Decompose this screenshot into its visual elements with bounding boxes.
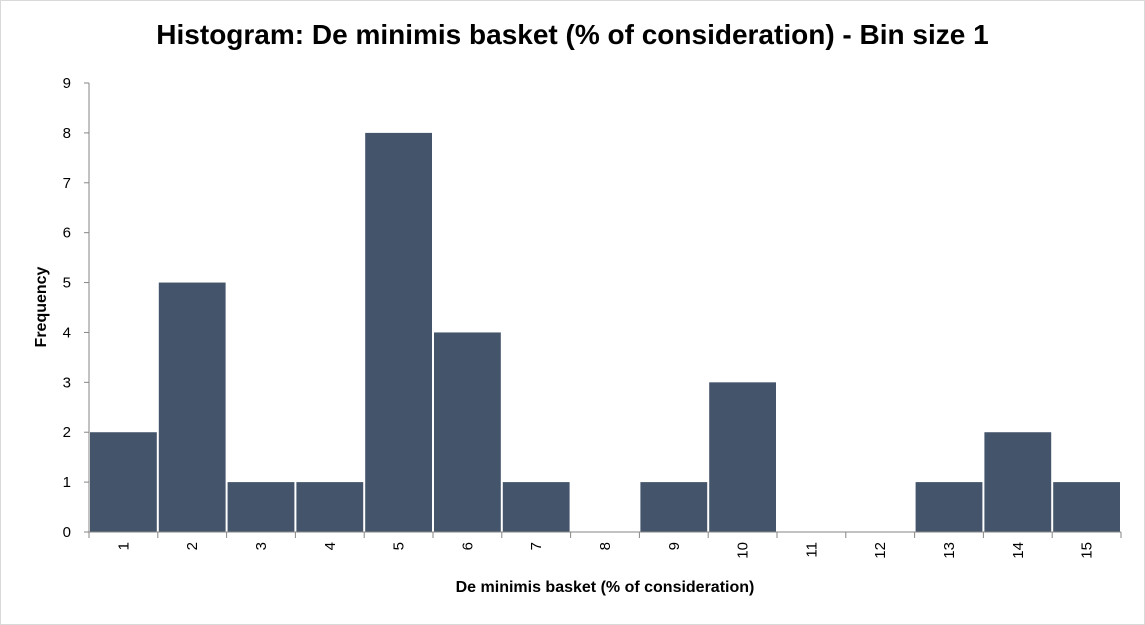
bar-4 [296, 482, 364, 532]
x-tick-label: 7 [528, 542, 545, 550]
chart-title: Histogram: De minimis basket (% of consi… [156, 19, 989, 50]
y-tick-label: 8 [63, 125, 71, 142]
x-tick-label: 3 [253, 542, 270, 550]
x-tick-label: 15 [1079, 542, 1096, 559]
bars-group [90, 132, 1120, 532]
y-tick-label: 2 [63, 424, 71, 441]
bar-5 [365, 132, 432, 532]
y-tick-label: 0 [63, 524, 71, 541]
x-tick-label: 4 [322, 542, 339, 550]
bar-6 [434, 332, 501, 532]
x-tick-label: 11 [803, 542, 820, 558]
bar-15 [1053, 482, 1120, 532]
x-tick-label: 6 [459, 542, 476, 550]
x-tick-label: 1 [115, 542, 132, 550]
y-tick-label: 1 [63, 474, 71, 491]
x-tick-label: 10 [735, 542, 752, 559]
y-tick-label: 6 [63, 225, 71, 242]
y-tick-label: 7 [63, 175, 71, 192]
bar-9 [640, 482, 708, 532]
x-tick-label: 14 [1010, 542, 1027, 559]
bar-1 [90, 432, 157, 532]
y-tick-label: 4 [63, 324, 71, 341]
x-tick-label: 9 [666, 542, 683, 550]
y-tick-label: 3 [63, 374, 71, 391]
bar-14 [984, 432, 1052, 532]
x-tick-label: 8 [597, 542, 614, 550]
y-axis-title: Frequency [33, 266, 50, 347]
x-tick-label: 5 [391, 542, 408, 550]
x-tick-label: 13 [941, 542, 958, 559]
x-tick-label: 12 [872, 542, 889, 559]
bar-3 [227, 482, 295, 532]
bar-7 [502, 482, 570, 532]
y-tick-label: 5 [63, 275, 71, 292]
y-tick-label: 9 [63, 75, 71, 92]
bar-10 [709, 382, 776, 532]
x-axis-title: De minimis basket (% of consideration) [456, 579, 755, 596]
bar-13 [915, 482, 983, 532]
x-tick-label: 2 [184, 542, 201, 550]
bar-2 [158, 282, 226, 532]
